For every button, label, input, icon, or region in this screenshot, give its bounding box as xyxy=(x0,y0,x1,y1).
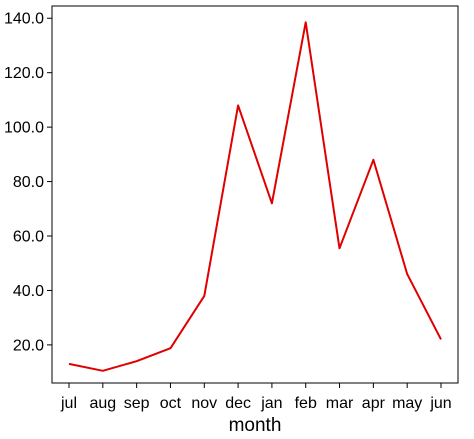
x-tick-label: aug xyxy=(89,395,116,412)
x-tick-label: nov xyxy=(191,395,217,412)
x-tick-label: jan xyxy=(260,395,282,412)
y-tick-label: 60.0 xyxy=(13,229,44,246)
x-tick-label: sep xyxy=(124,395,150,412)
series-line-0 xyxy=(68,21,442,372)
y-tick-label: 20.0 xyxy=(13,337,44,354)
series-group xyxy=(68,21,442,372)
y-tick-label: 120.0 xyxy=(4,65,44,82)
y-axis: 20.0 40.0 60.0 80.0 100.0 120.0 140.0 xyxy=(4,11,52,354)
y-tick-label: 100.0 xyxy=(4,120,44,137)
x-axis-title: month xyxy=(229,415,282,436)
x-tick-label: apr xyxy=(362,395,386,412)
x-tick-label: jun xyxy=(429,395,451,412)
x-tick-label: jul xyxy=(60,395,77,412)
x-tick-label: oct xyxy=(160,395,182,412)
y-tick-label: 80.0 xyxy=(13,174,44,191)
plot-area xyxy=(51,5,459,384)
x-tick-label: mar xyxy=(326,395,354,412)
y-tick-label: 40.0 xyxy=(13,283,44,300)
x-tick-label: feb xyxy=(295,395,317,412)
y-tick-label: 140.0 xyxy=(4,11,44,28)
x-axis: jul aug sep oct nov dec jan feb mar apr may jun xyxy=(60,383,452,412)
x-tick-label: dec xyxy=(225,395,251,412)
x-tick-label: may xyxy=(392,395,422,412)
